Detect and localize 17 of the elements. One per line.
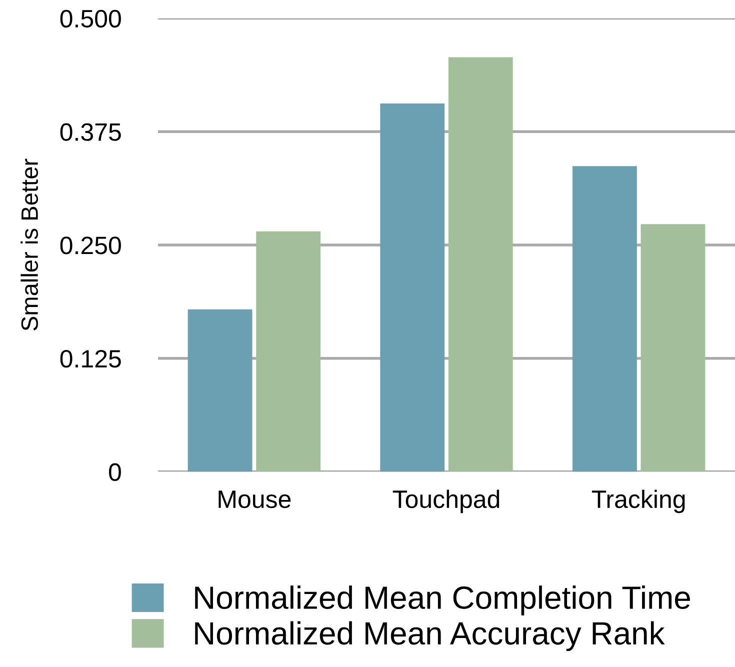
legend-label: Normalized Mean Completion Time [195,586,690,616]
y-tick-label: 0.375 [60,123,121,141]
y-tick-label: 0.250 [60,236,121,254]
y-tick-label: 0.125 [60,350,121,368]
bar [448,57,513,472]
bar [572,166,637,472]
legend-label: Normalized Mean Accuracy Rank [195,621,665,652]
bar [256,231,321,472]
y-axis-title: Smaller is Better [20,158,38,331]
y-tick-label: 0.500 [60,10,121,28]
bar [188,309,252,472]
x-tick-label: Mouse [218,490,291,508]
bar [640,224,706,472]
x-tick-label: Tracking [592,490,685,514]
x-tick-label: Touchpad [392,490,500,514]
y-tick-label: 0 [108,463,121,482]
bar [380,104,445,472]
